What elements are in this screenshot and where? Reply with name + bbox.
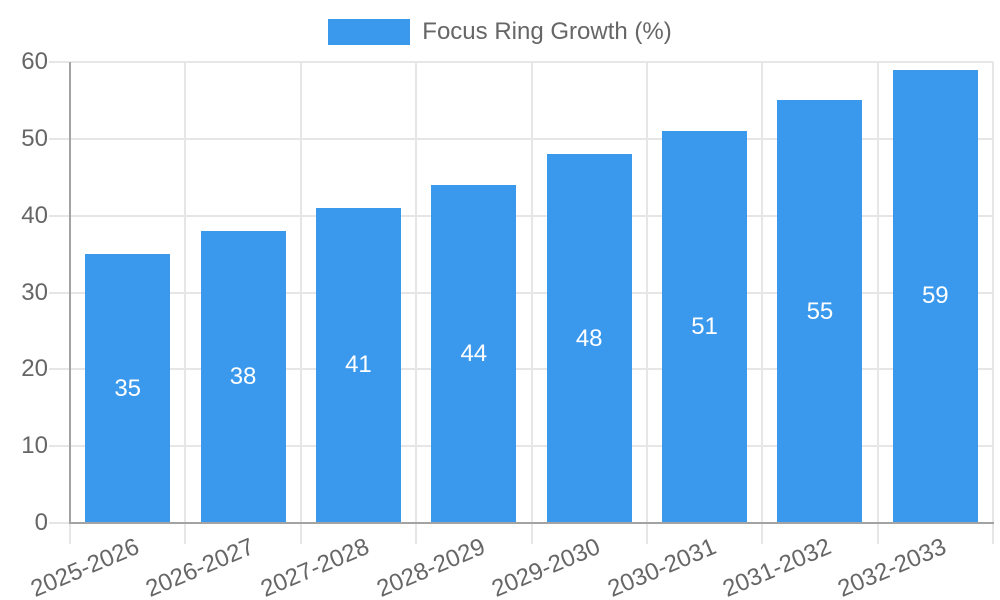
legend-label: Focus Ring Growth (%) bbox=[422, 18, 672, 45]
bar-value-label: 55 bbox=[806, 297, 834, 325]
bar-2029-2030[interactable]: 48 bbox=[546, 154, 632, 523]
x-gridline bbox=[876, 62, 879, 523]
x-tick-mark bbox=[299, 524, 302, 544]
x-gridline bbox=[645, 62, 648, 523]
x-tick-mark bbox=[876, 524, 879, 544]
y-axis-line bbox=[69, 62, 71, 523]
y-tick-mark bbox=[49, 368, 69, 371]
bar-2031-2032[interactable]: 55 bbox=[777, 100, 863, 523]
bar-2025-2026[interactable]: 35 bbox=[85, 254, 171, 523]
bar-2030-2031[interactable]: 51 bbox=[662, 131, 748, 523]
x-tick-mark bbox=[761, 524, 764, 544]
x-tick-mark bbox=[69, 524, 71, 544]
y-tick-label: 30 bbox=[21, 278, 48, 306]
y-tick-label: 60 bbox=[21, 48, 48, 75]
x-axis-line bbox=[69, 522, 994, 524]
bar-value-label: 41 bbox=[345, 351, 372, 379]
y-tick-label: 20 bbox=[21, 355, 48, 383]
y-tick-mark bbox=[49, 522, 69, 524]
legend-color-swatch bbox=[328, 19, 411, 45]
y-tick-label: 0 bbox=[34, 509, 48, 536]
bar-value-label: 44 bbox=[460, 339, 488, 367]
bar-2028-2029[interactable]: 44 bbox=[431, 184, 517, 523]
bar-value-label: 35 bbox=[114, 374, 142, 402]
bar-2032-2033[interactable]: 59 bbox=[892, 69, 978, 523]
y-tick-mark bbox=[49, 291, 69, 294]
x-tick-mark bbox=[992, 524, 994, 544]
y-tick-label: 10 bbox=[21, 432, 48, 460]
plot-area: 35 38 41 44 48 51 55 59 bbox=[49, 61, 994, 544]
x-tick-mark bbox=[645, 524, 648, 544]
x-gridline bbox=[992, 62, 994, 523]
x-tick-mark bbox=[184, 524, 187, 544]
bar-2027-2028[interactable]: 41 bbox=[315, 207, 401, 523]
x-gridline bbox=[184, 62, 187, 523]
y-tick-mark bbox=[49, 445, 69, 448]
legend-item[interactable]: Focus Ring Growth (%) bbox=[328, 18, 672, 45]
x-gridline bbox=[761, 62, 764, 523]
x-tick-mark bbox=[530, 524, 533, 544]
y-tick-mark bbox=[49, 214, 69, 217]
chart-legend: Focus Ring Growth (%) bbox=[0, 19, 1000, 45]
bar-value-label: 59 bbox=[921, 282, 949, 310]
x-gridline bbox=[299, 62, 302, 523]
y-tick-mark bbox=[49, 61, 69, 63]
y-tick-mark bbox=[49, 137, 69, 140]
y-tick-label: 50 bbox=[21, 124, 48, 152]
bar-value-label: 38 bbox=[229, 363, 257, 391]
bar-value-label: 51 bbox=[691, 313, 718, 341]
y-tick-label: 40 bbox=[21, 201, 48, 229]
bar-2026-2027[interactable]: 38 bbox=[200, 231, 286, 523]
x-gridline bbox=[530, 62, 533, 523]
x-tick-mark bbox=[415, 524, 418, 544]
bar-value-label: 48 bbox=[575, 324, 603, 352]
x-gridline bbox=[415, 62, 418, 523]
